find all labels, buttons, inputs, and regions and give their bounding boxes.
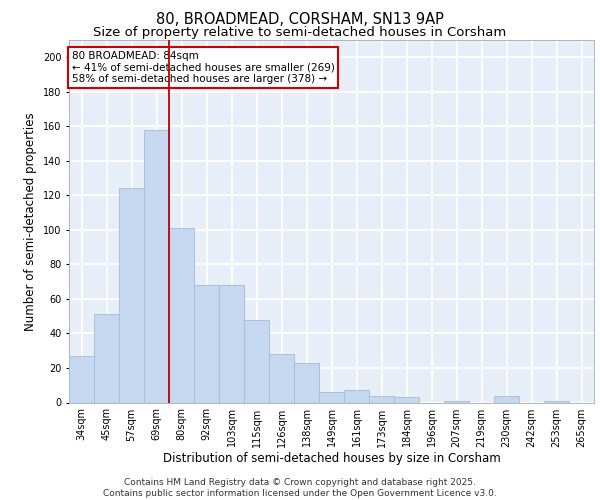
- Bar: [194, 285, 219, 403]
- Bar: [544, 401, 569, 402]
- Bar: [144, 130, 169, 402]
- Bar: [69, 356, 94, 403]
- Text: Contains HM Land Registry data © Crown copyright and database right 2025.
Contai: Contains HM Land Registry data © Crown c…: [103, 478, 497, 498]
- Y-axis label: Number of semi-detached properties: Number of semi-detached properties: [25, 112, 37, 330]
- Bar: [244, 320, 269, 402]
- Bar: [369, 396, 394, 402]
- Bar: [319, 392, 344, 402]
- Text: 80, BROADMEAD, CORSHAM, SN13 9AP: 80, BROADMEAD, CORSHAM, SN13 9AP: [156, 12, 444, 28]
- Text: 80 BROADMEAD: 84sqm
← 41% of semi-detached houses are smaller (269)
58% of semi-: 80 BROADMEAD: 84sqm ← 41% of semi-detach…: [71, 51, 335, 84]
- Bar: [494, 396, 519, 402]
- Bar: [294, 363, 319, 403]
- Text: Size of property relative to semi-detached houses in Corsham: Size of property relative to semi-detach…: [94, 26, 506, 39]
- Bar: [394, 398, 419, 402]
- Bar: [269, 354, 294, 403]
- Bar: [344, 390, 369, 402]
- Bar: [119, 188, 144, 402]
- Bar: [169, 228, 194, 402]
- X-axis label: Distribution of semi-detached houses by size in Corsham: Distribution of semi-detached houses by …: [163, 452, 500, 466]
- Bar: [94, 314, 119, 402]
- Bar: [219, 285, 244, 403]
- Bar: [444, 401, 469, 402]
